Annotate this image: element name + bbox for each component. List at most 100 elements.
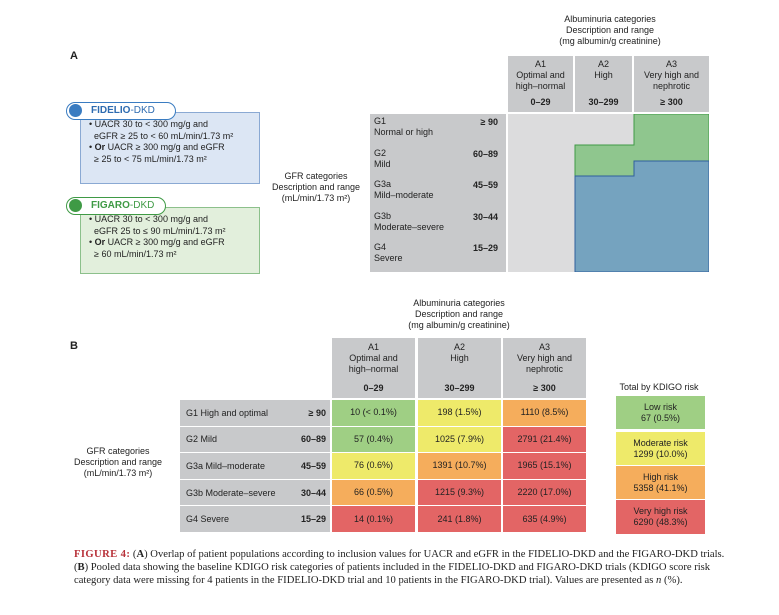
- panel-b-row-3: G3a Mild–moderate 45–59: [180, 453, 330, 479]
- fidelio-region: [574, 160, 709, 272]
- kidney-icon: [69, 104, 82, 117]
- figure-number: FIGURE 4:: [74, 549, 131, 560]
- col-desc: nephrotic: [652, 81, 691, 91]
- panel-a-label: A: [70, 50, 78, 62]
- col-range: 0–29: [530, 97, 551, 107]
- risk-cell: 66 (0.5%): [332, 479, 415, 506]
- caption-text: n: [656, 575, 662, 587]
- panel-a-albuminuria-header: Albuminuria categories Description and r…: [559, 14, 661, 46]
- risk-cell: 1025 (7.9%): [418, 426, 501, 453]
- row-id: G2: [374, 147, 387, 158]
- risk-cell: 241 (1.8%): [418, 506, 501, 532]
- total-value: 5358 (41.1%): [633, 482, 688, 493]
- total-name: Low risk: [643, 401, 677, 412]
- criteria-text: •: [89, 142, 95, 152]
- total-risk-box: Low risk 67 (0.5%): [616, 396, 705, 429]
- criteria-text: Or: [94, 237, 106, 247]
- col-desc: nephrotic: [525, 364, 564, 374]
- panel-b-row-5: G4 Severe 15–29: [180, 506, 330, 532]
- col-range: 30–299: [444, 383, 475, 393]
- col-range: ≥ 300: [533, 383, 556, 393]
- row-label: G2 Mild: [186, 434, 218, 445]
- risk-cell: 1391 (10.7%): [418, 453, 501, 479]
- caption-text: ) Pooled data showing the baseline KDIGO…: [74, 562, 711, 587]
- col-id: A1: [367, 342, 379, 352]
- col-range: 30–299: [588, 97, 619, 107]
- panel-a-row-g4: G4 Severe 15–29: [374, 242, 502, 270]
- risk-cell: 76 (0.6%): [332, 453, 415, 479]
- figaro-logo: FIGARO-DKD: [66, 197, 166, 215]
- totals-title: Total by KDIGO risk: [619, 382, 699, 392]
- col-id: A1: [534, 59, 546, 69]
- criteria-text: •: [89, 237, 95, 247]
- panel-b-col-a3: A3 Very high and nephrotic ≥ 300: [503, 338, 586, 398]
- risk-cell: 1965 (15.1%): [503, 453, 586, 479]
- figure-caption: FIGURE 4: (A) Overlap of patient populat…: [74, 548, 734, 588]
- criteria-line: • Or UACR ≥ 300 mg/g and eGFR: [89, 237, 253, 249]
- row-range: 15–29: [472, 243, 498, 254]
- row-desc: Normal or high: [374, 127, 434, 137]
- panel-b-albuminuria-header: Albuminuria categories Description and r…: [408, 298, 510, 330]
- panel-b-label: B: [70, 340, 78, 352]
- risk-cell: 2220 (17.0%): [503, 479, 586, 506]
- caption-text: (: [130, 549, 137, 560]
- panel-a-row-g3b: G3b Moderate–severe 30–44: [374, 211, 502, 239]
- row-desc: Severe: [374, 253, 403, 264]
- panel-b-row-4: G3b Moderate–severe 30–44: [180, 479, 330, 506]
- row-label: G4 Severe: [186, 514, 230, 525]
- total-name: Moderate risk: [633, 437, 688, 448]
- fidelio-criteria-box: • UACR 30 to < 300 mg/g and eGFR ≥ 25 to…: [80, 112, 260, 184]
- panel-b-gfr-header: GFR categories Description and range (mL…: [73, 446, 163, 478]
- risk-cell: 2791 (21.4%): [503, 426, 586, 453]
- row-id: G4: [374, 242, 387, 253]
- row-desc: Mild: [374, 158, 391, 169]
- col-desc: high–normal: [348, 364, 399, 374]
- criteria-text: eGFR ≥ 25 to < 60 mL/min/1.73 m²: [89, 130, 234, 141]
- panel-a-row-g3a: G3a Mild–moderate 45–59: [374, 179, 502, 207]
- row-range: ≥ 90: [308, 407, 326, 418]
- total-name: High risk: [642, 471, 678, 482]
- row-range: 15–29: [300, 514, 326, 525]
- panel-a-gfr-header: GFR categories Description and range (mL…: [271, 171, 361, 203]
- row-range: 60–89: [472, 148, 498, 159]
- row-label: G3a Mild–moderate: [186, 460, 266, 471]
- risk-cell: 1110 (8.5%): [503, 400, 586, 426]
- col-desc: High: [594, 70, 613, 80]
- col-range: ≥ 300: [660, 97, 683, 107]
- col-id: A2: [453, 342, 465, 352]
- panel-a-col-a1: A1 Optimal and high–normal 0–29: [508, 56, 573, 112]
- risk-cell: 10 (< 0.1%): [332, 400, 415, 426]
- panel-b-row-2: G2 Mild 60–89: [180, 426, 330, 453]
- row-id: G3b: [374, 210, 392, 221]
- total-value: 1299 (10.0%): [633, 448, 688, 459]
- criteria-line: ≥ 60 mL/min/1.73 m²: [89, 249, 253, 261]
- panel-b-col-a2: A2 High 30–299: [418, 338, 501, 398]
- criteria-line: • UACR 30 to < 300 mg/g and: [89, 214, 253, 226]
- figaro-criteria-box: • UACR 30 to < 300 mg/g and eGFR 25 to ≤…: [80, 207, 260, 274]
- panel-a-row-g1: G1 Normal or high ≥ 90: [374, 116, 502, 144]
- caption-text: (%).: [661, 575, 683, 587]
- risk-cell: 57 (0.4%): [332, 426, 415, 453]
- criteria-text: • UACR 30 to < 300 mg/g and: [89, 119, 208, 129]
- caption-text: ) Overlap of patient populations accordi…: [74, 549, 725, 574]
- panel-a-row-label-block: [370, 114, 506, 272]
- panel-a-col-a3: A3 Very high and nephrotic ≥ 300: [634, 56, 709, 112]
- col-desc: Optimal and: [516, 70, 565, 80]
- criteria-line: ≥ 25 to < 75 mL/min/1.73 m²: [89, 154, 253, 166]
- panel-a-col-a2: A2 High 30–299: [575, 56, 632, 112]
- col-id: A3: [538, 342, 550, 352]
- panel-a-overlap-svg: [574, 114, 709, 272]
- panel-b-col-a1: A1 Optimal and high–normal 0–29: [332, 338, 415, 398]
- criteria-line: • Or UACR ≥ 300 mg/g and eGFR: [89, 142, 253, 154]
- row-range: 45–59: [300, 460, 326, 471]
- risk-cell: 198 (1.5%): [418, 400, 501, 426]
- row-range: ≥ 90: [480, 117, 498, 127]
- col-desc: Very high and: [643, 70, 700, 80]
- row-range: 45–59: [472, 180, 498, 191]
- col-range: 0–29: [363, 383, 384, 393]
- total-risk-box: Very high risk 6290 (48.3%): [616, 500, 705, 534]
- panel-b-row-1: G1 High and optimal ≥ 90: [180, 400, 330, 426]
- col-id: A2: [597, 59, 609, 69]
- criteria-text: ≥ 60 mL/min/1.73 m²: [89, 248, 177, 259]
- criteria-line: eGFR ≥ 25 to < 60 mL/min/1.73 m²: [89, 131, 253, 143]
